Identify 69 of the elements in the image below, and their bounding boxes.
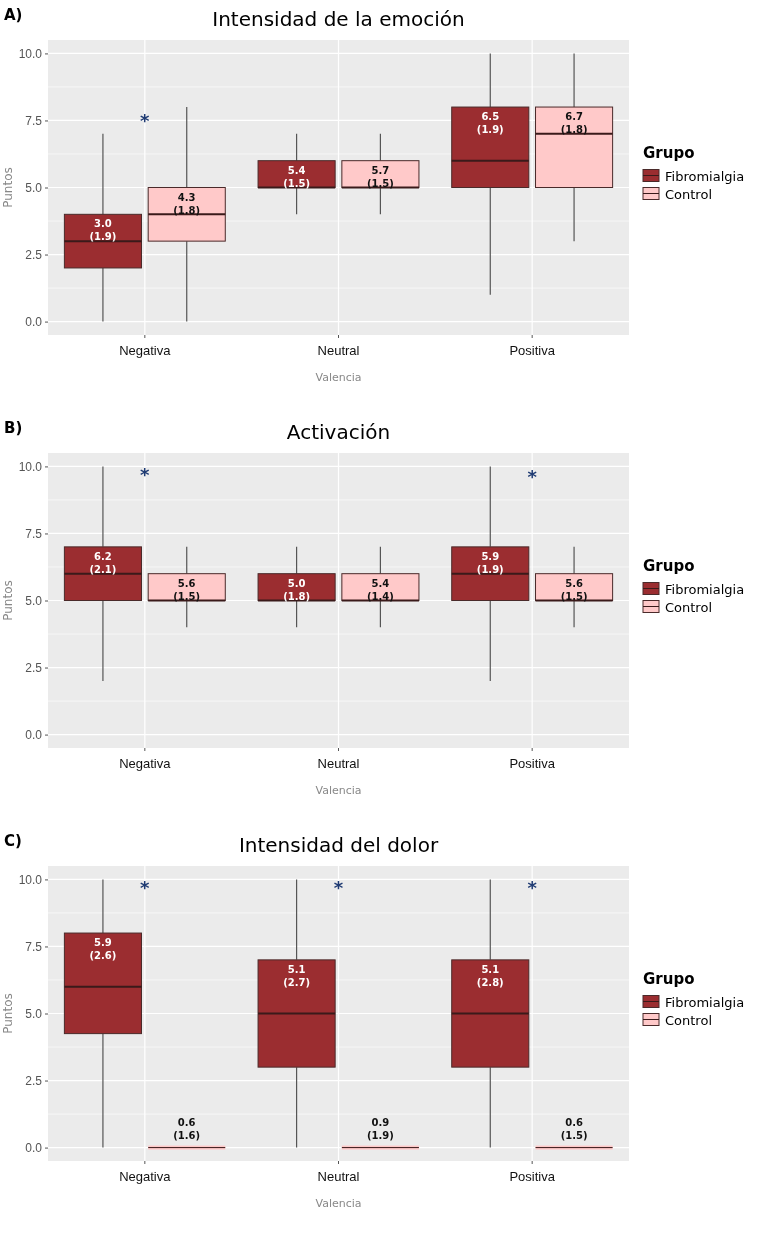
y-tick-label: 10.0 [18,459,43,474]
y-tick-label: 5.0 [25,1006,43,1021]
text: 4.3 (1.8) [173,191,201,216]
annotation: * [140,463,151,485]
text: 6.7 (1.8) [560,111,588,136]
y-tick-label: 7.5 [25,939,43,954]
annotation: * [140,109,151,131]
y-tick-label: 7.5 [25,526,43,541]
annotation: * [527,876,538,898]
legend-label: Fibromialgia [665,994,745,1010]
text: 5.4 (1.4) [366,577,394,602]
x-tick-label: Negativa [119,343,172,359]
annotation: * [140,876,151,898]
text: 5.1 (2.8) [476,963,504,988]
text: 5.6 (1.5) [173,577,201,602]
annotation: * [333,876,344,898]
text: 0.9 (1.9) [366,1116,394,1141]
text: 5.1 (2.7) [283,963,311,988]
text: 6.5 (1.9) [476,111,504,136]
x-tick-label: Negativa [119,756,172,772]
chart-title: Activación [286,420,391,444]
y-tick-label: 0.0 [25,727,43,742]
x-tick-label: Positiva [509,756,556,772]
x-axis-title: Valencia [315,1197,362,1210]
y-tick-label: 0.0 [25,314,43,329]
legend-label: Fibromialgia [665,168,745,184]
y-tick-label: 10.0 [18,872,43,887]
y-tick-label: 5.0 [25,593,43,608]
legend-label: Fibromialgia [665,581,745,597]
y-axis-title: Puntos [1,993,15,1034]
legend-label: Control [665,186,712,202]
y-tick-label: 10.0 [18,46,43,61]
text: 5.4 (1.5) [283,164,311,189]
y-tick-label: 2.5 [25,1073,43,1088]
legend-title: Grupo [643,143,695,162]
y-tick-label: 7.5 [25,113,43,128]
text: 5.7 (1.5) [366,164,394,189]
y-axis-title: Puntos [1,580,15,621]
legend-title: Grupo [643,556,695,575]
text: C) [4,832,22,850]
legend-title: Grupo [643,969,695,988]
y-axis-title: Puntos [1,167,15,208]
x-axis-title: Valencia [315,371,362,384]
text: 5.9 (1.9) [476,550,504,575]
text: 3.0 (1.9) [89,218,117,243]
x-tick-label: Positiva [509,1169,556,1185]
y-tick-label: 2.5 [25,247,43,262]
x-tick-label: Neutral [317,343,360,359]
chart-title: Intensidad de la emoción [212,7,465,31]
text: 5.6 (1.5) [560,577,588,602]
text: 0.6 (1.5) [560,1116,588,1141]
text: 0.6 (1.6) [173,1116,201,1141]
text: B) [4,419,23,437]
chart-title: Intensidad del dolor [238,833,439,857]
legend-label: Control [665,1012,712,1028]
x-tick-label: Neutral [317,756,360,772]
x-axis-title: Valencia [315,784,362,797]
text: A) [4,6,23,24]
y-tick-label: 0.0 [25,1140,43,1155]
annotation: * [527,466,538,488]
y-tick-label: 2.5 [25,660,43,675]
text: 5.0 (1.8) [283,577,311,602]
y-tick-label: 5.0 [25,180,43,195]
x-tick-label: Negativa [119,1169,172,1185]
text: 5.9 (2.6) [89,937,117,962]
text: 6.2 (2.1) [89,550,117,575]
x-tick-label: Positiva [509,343,556,359]
legend-label: Control [665,599,712,615]
x-tick-label: Neutral [317,1169,360,1185]
